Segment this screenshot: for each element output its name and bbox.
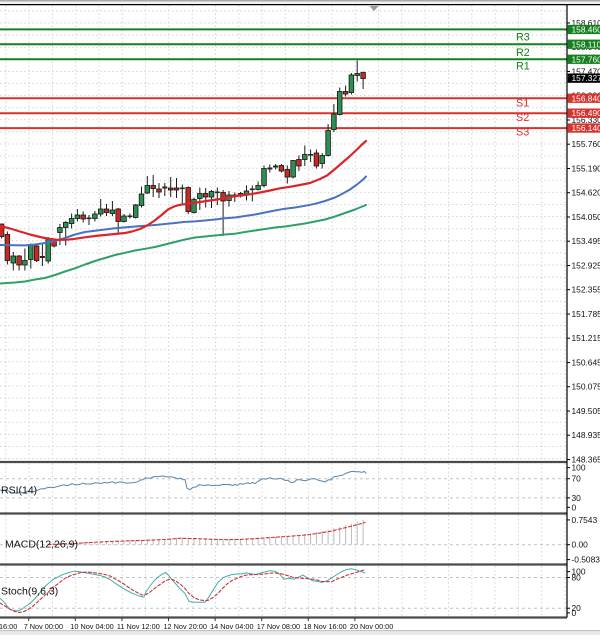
svg-text:154.050: 154.050 [572, 212, 600, 222]
svg-text:155.760: 155.760 [572, 139, 600, 149]
svg-text:157.327: 157.327 [572, 73, 600, 83]
svg-text:80: 80 [572, 573, 582, 583]
svg-text:20 Nov 00:00: 20 Nov 00:00 [350, 622, 393, 631]
svg-text:17 Nov 08:00: 17 Nov 08:00 [257, 622, 300, 631]
svg-text:R2: R2 [516, 47, 530, 59]
svg-text:0: 0 [572, 608, 577, 618]
svg-text:148.935: 148.935 [572, 430, 600, 440]
svg-text:18 Nov 16:00: 18 Nov 16:00 [303, 622, 346, 631]
svg-text:RSI(14): RSI(14) [1, 485, 37, 497]
svg-text:-0.5083: -0.5083 [572, 555, 600, 565]
svg-text:153.495: 153.495 [572, 236, 600, 246]
svg-text:100: 100 [572, 463, 586, 473]
svg-text:0: 0 [572, 502, 577, 512]
svg-text:MACD(12,26,9): MACD(12,26,9) [5, 539, 78, 551]
svg-text:156.840: 156.840 [572, 93, 600, 103]
svg-text:152.355: 152.355 [572, 285, 600, 295]
svg-text:R1: R1 [516, 61, 530, 73]
svg-text:16:00: 16:00 [0, 622, 17, 631]
svg-text:150.075: 150.075 [572, 382, 600, 392]
svg-text:70: 70 [572, 474, 582, 484]
svg-text:151.215: 151.215 [572, 333, 600, 343]
svg-text:S1: S1 [516, 98, 529, 110]
svg-text:157.760: 157.760 [572, 54, 600, 64]
svg-text:R3: R3 [516, 32, 530, 44]
svg-text:149.505: 149.505 [572, 406, 600, 416]
svg-text:158.460: 158.460 [572, 24, 600, 34]
svg-text:14 Nov 04:00: 14 Nov 04:00 [210, 622, 253, 631]
svg-text:S2: S2 [516, 112, 529, 124]
svg-text:154.620: 154.620 [572, 188, 600, 198]
svg-text:10 Nov 04:00: 10 Nov 04:00 [70, 622, 113, 631]
svg-text:156.490: 156.490 [572, 108, 600, 118]
svg-text:Stoch(9,6,3): Stoch(9,6,3) [1, 586, 58, 598]
svg-text:155.190: 155.190 [572, 164, 600, 174]
svg-text:S3: S3 [516, 127, 529, 139]
svg-text:152.925: 152.925 [572, 261, 600, 271]
svg-text:158.110: 158.110 [572, 39, 600, 49]
svg-text:0.00: 0.00 [572, 540, 589, 550]
svg-text:150.645: 150.645 [572, 358, 600, 368]
svg-text:7 Nov 00:00: 7 Nov 00:00 [24, 622, 63, 631]
svg-text:12 Nov 20:00: 12 Nov 20:00 [164, 622, 207, 631]
svg-text:156.140: 156.140 [572, 123, 600, 133]
svg-text:11 Nov 12:00: 11 Nov 12:00 [117, 622, 160, 631]
svg-text:151.785: 151.785 [572, 309, 600, 319]
svg-text:0.7543: 0.7543 [572, 515, 598, 525]
